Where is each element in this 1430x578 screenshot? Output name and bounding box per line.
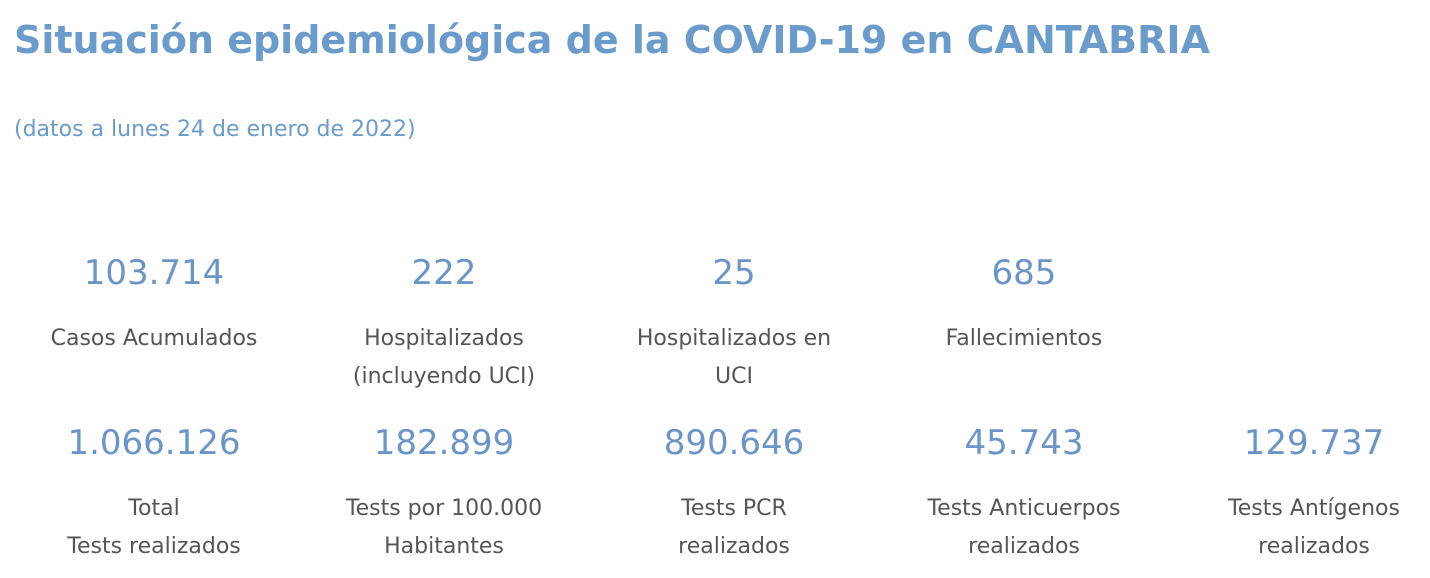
stat-value: 182.899 [373,423,515,463]
stat-value: 890.646 [663,423,805,463]
stat-fallecimientos: 685 Fallecimientos [879,253,1169,358]
stat-label: Tests PCR realizados [678,496,790,559]
page-subtitle: (datos a lunes 24 de enero de 2022) [14,117,416,142]
stat-value: 129.737 [1243,423,1385,463]
stat-hospitalizados: 222 Hospitalizados (incluyendo UCI) [299,253,589,396]
stat-label: Total Tests realizados [67,496,241,559]
stat-value: 222 [411,253,477,293]
stat-value: 45.743 [964,423,1084,463]
stat-label: Tests Antígenos realizados [1228,496,1400,559]
stat-tests-pcr: 890.646 Tests PCR realizados [589,423,879,566]
stat-tests-antigenos: 129.737 Tests Antígenos realizados [1169,423,1430,566]
stat-total-tests: 1.066.126 Total Tests realizados [9,423,299,566]
stat-value: 685 [991,253,1057,293]
stat-tests-por-100000: 182.899 Tests por 100.000 Habitantes [299,423,589,566]
stat-label: Casos Acumulados [50,326,258,351]
stat-label: Tests por 100.000 Habitantes [345,496,543,559]
stat-hospitalizados-uci: 25 Hospitalizados en UCI [589,253,879,396]
page-title: Situación epidemiológica de la COVID-19 … [14,18,1210,62]
stat-label: Hospitalizados en UCI [636,326,832,389]
stat-value: 25 [712,253,756,293]
stat-casos-acumulados: 103.714 Casos Acumulados [9,253,299,358]
stat-tests-anticuerpos: 45.743 Tests Anticuerpos realizados [879,423,1169,566]
stat-value: 1.066.126 [67,423,241,463]
stat-label: Hospitalizados (incluyendo UCI) [352,326,536,389]
stat-label: Tests Anticuerpos realizados [927,496,1121,559]
stat-value: 103.714 [83,253,225,293]
stat-label: Fallecimientos [945,326,1103,351]
